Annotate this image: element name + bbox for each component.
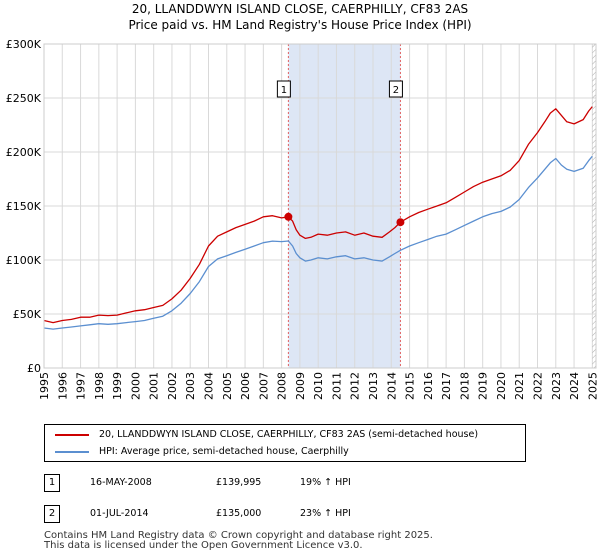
y-tick-label: £200K [6,146,42,159]
x-tick-label: 2025 [586,372,599,400]
x-tick-label: 2000 [129,372,142,400]
x-tick-label: 2008 [276,372,289,400]
x-tick-label: 2021 [513,372,526,400]
x-tick-label: 2001 [148,372,161,400]
sale-point-1 [284,212,293,221]
sale-label-box-1 [276,80,291,98]
x-tick-label: 1996 [56,372,69,400]
x-tick-label: 1995 [38,372,51,400]
x-tick-label: 2016 [422,372,435,400]
sale-point-2 [396,218,405,227]
x-tick-label: 2024 [568,372,581,400]
x-tick-label: 2023 [550,372,563,400]
legend-entry-hpi: HPI: Average price, semi-detached house,… [45,444,525,460]
y-tick-label: £0 [27,362,41,375]
plot-frame [43,43,597,369]
legend-swatch-hpi [55,451,89,453]
annotation-marker-1: 1 [44,474,60,492]
annotation-hpi-2: 23% ↑ HPI [300,508,351,519]
annotation-date-1: 16-MAY-2008 [90,477,152,488]
x-tick-label: 2011 [330,372,343,400]
x-tick-label: 1999 [111,372,124,400]
footer: Contains HM Land Registry data © Crown c… [44,531,433,551]
price-chart: 1 2 £0 £50K £100K £150K £200K £250K £300K 1995 199… [6,38,600,400]
x-tick-label: 2010 [312,372,325,400]
sale-label-2: 2 [393,85,399,96]
legend: 20, LLANDDWYN ISLAND CLOSE, CAERPHILLY, … [44,424,526,462]
legend-label-hpi: HPI: Average price, semi-detached house,… [99,446,349,457]
legend-label-property: 20, LLANDDWYN ISLAND CLOSE, CAERPHILLY, … [99,429,479,440]
x-tick-label: 2018 [458,372,471,400]
footer-copyright: Contains HM Land Registry data © Crown c… [44,530,433,541]
x-tick-label: 2004 [203,372,216,400]
legend-swatch-property [55,434,89,436]
x-tick-label: 2009 [294,372,307,400]
series-line-property [43,106,593,324]
x-tick-label: 2005 [221,372,234,400]
y-tick-label: £50K [13,308,42,321]
sale-label-box-2 [388,80,403,98]
x-tick-label: 2020 [495,372,508,400]
future-hatch [592,44,596,368]
x-tick-label: 2003 [184,372,197,400]
x-tick-label: 2006 [239,372,252,400]
x-tick-label: 2022 [532,372,545,400]
x-tick-label: 2019 [477,372,490,400]
x-tick-label: 2007 [257,372,270,400]
sale-label-1: 1 [281,85,287,96]
x-tick-label: 1998 [93,372,106,400]
chart-subtitle: Price paid vs. HM Land Registry's House … [128,18,472,32]
y-tick-label: £250K [6,92,42,105]
y-tick-label: £300K [6,38,42,51]
x-tick-label: 1997 [75,372,88,400]
annotation-date-2: 01-JUL-2014 [90,508,149,519]
annotation-price-1: £139,995 [216,477,262,488]
x-tick-label: 2017 [440,372,453,400]
annotation-marker-2: 2 [44,505,60,523]
x-tick-label: 2014 [385,372,398,400]
x-tick-label: 2015 [404,372,417,400]
legend-entry-property: 20, LLANDDWYN ISLAND CLOSE, CAERPHILLY, … [45,427,525,443]
x-tick-label: 2012 [349,372,362,400]
y-tick-label: £100K [6,254,42,267]
series-line-hpi [43,155,593,330]
footer-licence: This data is licensed under the Open Gov… [44,540,363,551]
x-tick-label: 2002 [166,372,179,400]
annotation-hpi-1: 19% ↑ HPI [300,477,351,488]
chart-title: 20, LLANDDWYN ISLAND CLOSE, CAERPHILLY, … [131,2,469,16]
y-tick-label: £150K [6,200,42,213]
annotation-price-2: £135,000 [216,508,262,519]
x-tick-label: 2013 [367,372,380,400]
